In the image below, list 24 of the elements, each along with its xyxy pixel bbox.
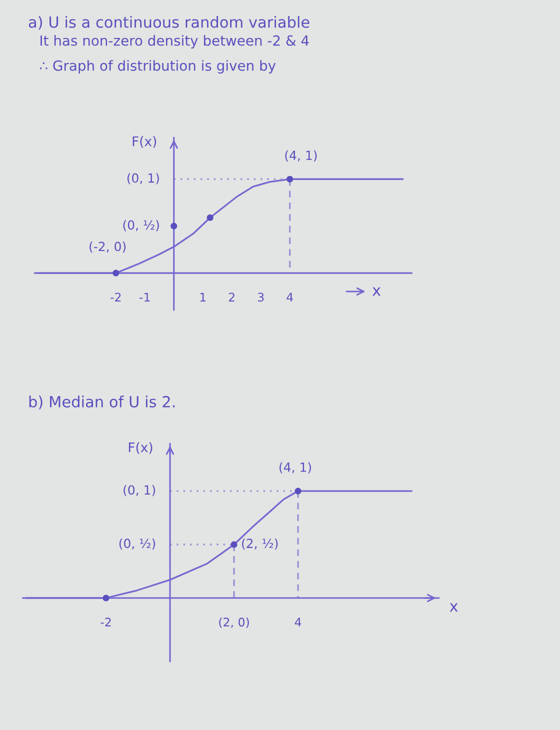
x-tick-label: 4 bbox=[286, 292, 293, 302]
chart-subtitle: It has non-zero density between -2 & 4 ∴ Graph of distribution is given by bbox=[40, 35, 309, 74]
x-tick-label: 1 bbox=[200, 292, 206, 302]
y-axis-title: F(x) bbox=[128, 442, 152, 454]
annotation: (0, ½) bbox=[119, 538, 156, 550]
x-tick-label: (2, 0) bbox=[219, 617, 249, 628]
annotation: (0, ½) bbox=[123, 220, 159, 232]
chart-title: b) Median of U is 2. bbox=[29, 396, 175, 410]
annotation: (0, 1) bbox=[127, 173, 159, 184]
x-tick-label: -2 bbox=[100, 618, 111, 626]
x-axis-title: x bbox=[372, 287, 381, 296]
x-axis-title: x bbox=[450, 603, 458, 612]
chart-title: a) U is a continuous random variable bbox=[28, 16, 310, 30]
x-tick-label: 2 bbox=[228, 292, 234, 302]
annotation: (0, 1) bbox=[124, 484, 156, 496]
x-tick-label: 4 bbox=[294, 618, 302, 626]
annotation: (2, ½) bbox=[242, 538, 278, 550]
annotation: (-2, 0) bbox=[90, 242, 126, 253]
x-tick-label: -1 bbox=[140, 292, 150, 302]
x-tick-label: -2 bbox=[110, 292, 121, 302]
annotation: (4, 1) bbox=[280, 462, 311, 474]
x-tick-label: 3 bbox=[258, 292, 264, 302]
y-axis-title: F(x) bbox=[132, 136, 156, 148]
annotation: (4, 1) bbox=[285, 150, 317, 162]
